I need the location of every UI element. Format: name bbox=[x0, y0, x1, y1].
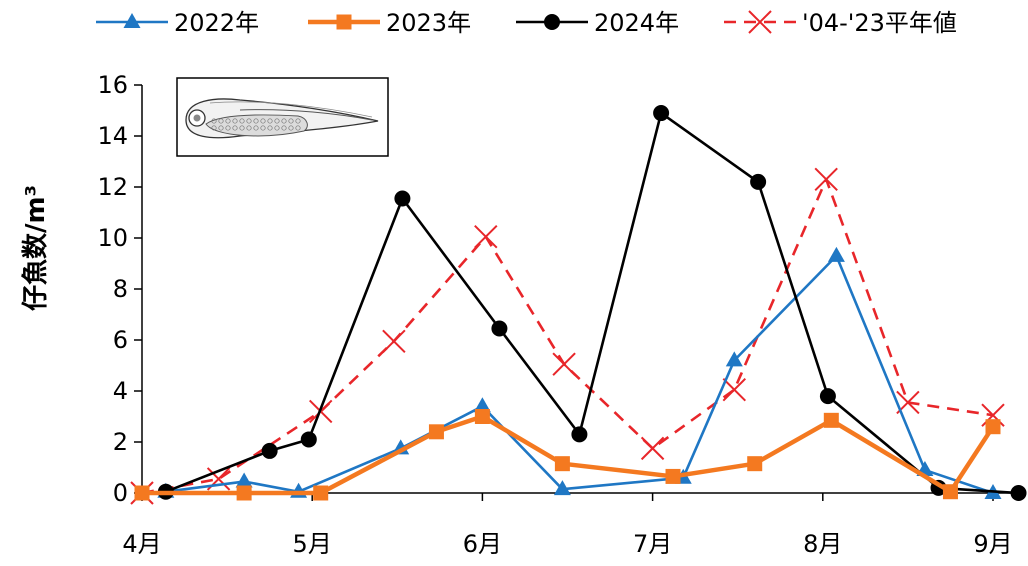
yolk-granule bbox=[267, 118, 273, 124]
yolk-granule bbox=[225, 125, 231, 131]
yolk-granule bbox=[239, 118, 245, 124]
data-point-circle bbox=[491, 320, 508, 337]
yolk-granule bbox=[232, 125, 238, 131]
data-point-square bbox=[313, 485, 329, 501]
yolk-granule bbox=[288, 125, 294, 131]
yolk-granule bbox=[211, 125, 217, 131]
yolk-granule bbox=[281, 125, 287, 131]
data-point-circle bbox=[653, 105, 670, 122]
legend-label: '04-'23平年値 bbox=[802, 9, 957, 37]
series-1 bbox=[134, 409, 1001, 501]
x-tick-label: 5月 bbox=[293, 530, 332, 558]
series-group bbox=[130, 105, 1027, 505]
yolk-granule bbox=[211, 118, 217, 124]
yolk-granule bbox=[253, 125, 259, 131]
series-line bbox=[165, 254, 994, 495]
yolk-granule bbox=[260, 125, 266, 131]
larva-fin-fold bbox=[209, 101, 373, 118]
legend-label: 2024年 bbox=[594, 9, 679, 37]
x-tick-label: 9月 bbox=[973, 530, 1012, 558]
data-point-x-b bbox=[640, 436, 665, 461]
x-tick-label: 6月 bbox=[463, 530, 502, 558]
data-point-x-b bbox=[748, 10, 772, 34]
data-point-circle bbox=[261, 442, 278, 459]
data-point-square bbox=[474, 409, 490, 424]
legend-label: 2022年 bbox=[174, 9, 259, 37]
y-tick-label: 16 bbox=[97, 71, 128, 99]
fish-larva-inset bbox=[176, 77, 389, 157]
y-tick-label: 10 bbox=[97, 224, 128, 252]
data-point-triangle bbox=[725, 351, 743, 367]
y-tick-label: 6 bbox=[113, 326, 128, 354]
x-tick-label: 4月 bbox=[122, 530, 161, 558]
yolk-granule bbox=[281, 118, 287, 124]
yolk-granule bbox=[218, 118, 224, 124]
x-tick-label: 7月 bbox=[633, 530, 672, 558]
y-tick-label: 8 bbox=[113, 275, 128, 303]
data-point-circle bbox=[819, 388, 836, 405]
data-point-square bbox=[747, 456, 763, 472]
data-point-square bbox=[665, 468, 681, 484]
data-point-x-b bbox=[722, 378, 747, 402]
y-tick-label: 2 bbox=[113, 428, 128, 456]
yolk-granule bbox=[239, 125, 245, 131]
data-point-triangle bbox=[553, 480, 571, 496]
data-point-square bbox=[823, 412, 839, 428]
data-point-square bbox=[236, 485, 252, 501]
data-point-x-b bbox=[814, 167, 838, 192]
yolk-granule bbox=[246, 125, 252, 131]
y-tick-label: 14 bbox=[97, 122, 128, 150]
data-point-square bbox=[985, 419, 1001, 435]
data-point-circle bbox=[1010, 485, 1027, 501]
data-point-triangle bbox=[123, 13, 141, 28]
data-point-circle bbox=[544, 14, 560, 30]
legend: 2022年 2023年 2024年 '04-'23平年値 bbox=[96, 9, 957, 37]
yolk-granule bbox=[232, 118, 238, 124]
data-point-circle bbox=[394, 190, 411, 207]
yolk-granule bbox=[288, 118, 294, 124]
yolk-granule bbox=[295, 118, 301, 124]
yolk-granule bbox=[274, 125, 280, 131]
data-point-x-b bbox=[382, 329, 406, 353]
data-point-square bbox=[428, 424, 444, 440]
series-2 bbox=[157, 105, 1027, 501]
y-tick-label: 4 bbox=[113, 377, 128, 405]
data-point-square bbox=[336, 14, 352, 30]
y-tick-label: 12 bbox=[97, 173, 128, 201]
series-0 bbox=[157, 246, 1002, 499]
data-point-triangle bbox=[235, 472, 253, 488]
larva-notochord bbox=[239, 109, 373, 121]
yolk-granule bbox=[218, 125, 224, 131]
x-tick-label: 8月 bbox=[803, 530, 842, 558]
data-point-x-b bbox=[474, 225, 498, 249]
yolk-granule bbox=[246, 118, 252, 124]
data-point-circle bbox=[571, 426, 588, 443]
data-point-circle bbox=[300, 431, 317, 448]
y-tick-label: 0 bbox=[113, 479, 128, 507]
data-point-triangle bbox=[473, 397, 491, 413]
yolk-granule bbox=[267, 125, 273, 131]
yolk-granule bbox=[295, 125, 301, 131]
series-line bbox=[165, 111, 1019, 495]
data-point-square bbox=[554, 456, 570, 472]
data-point-square bbox=[942, 484, 958, 500]
axes: 0 2 4 6 8 10 12 14 16 4月 5月 6月 7月 8月 9月 bbox=[97, 71, 1020, 558]
data-point-circle bbox=[750, 173, 767, 190]
data-point-x-b bbox=[552, 352, 576, 376]
yolk-granule bbox=[225, 118, 231, 124]
y-axis-title: 仔魚数/m³ bbox=[20, 185, 51, 311]
legend-label: 2023年 bbox=[386, 9, 471, 37]
yolk-sac bbox=[205, 114, 308, 137]
data-point-triangle bbox=[827, 246, 845, 262]
yolk-granule bbox=[260, 118, 266, 124]
larva-pupil bbox=[193, 114, 201, 122]
yolk-granule bbox=[253, 118, 259, 124]
data-point-square bbox=[134, 485, 150, 501]
yolk-granule bbox=[274, 118, 280, 124]
